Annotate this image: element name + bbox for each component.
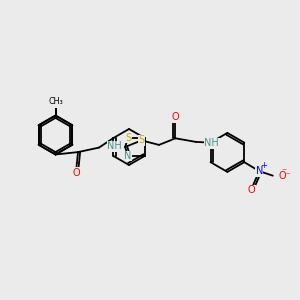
Text: S: S xyxy=(139,135,145,146)
Text: O: O xyxy=(172,112,179,122)
Text: O: O xyxy=(73,167,80,178)
Text: N: N xyxy=(124,151,132,161)
Text: NH: NH xyxy=(107,141,122,152)
Text: N: N xyxy=(256,166,263,176)
Text: O⁻: O⁻ xyxy=(278,171,291,181)
Text: CH₃: CH₃ xyxy=(48,98,63,107)
Text: CH₃: CH₃ xyxy=(48,97,63,106)
Text: S: S xyxy=(125,133,131,143)
Text: O: O xyxy=(248,185,256,195)
Text: NH: NH xyxy=(204,138,219,148)
Text: +: + xyxy=(260,161,267,170)
Text: ⁻: ⁻ xyxy=(282,167,287,177)
